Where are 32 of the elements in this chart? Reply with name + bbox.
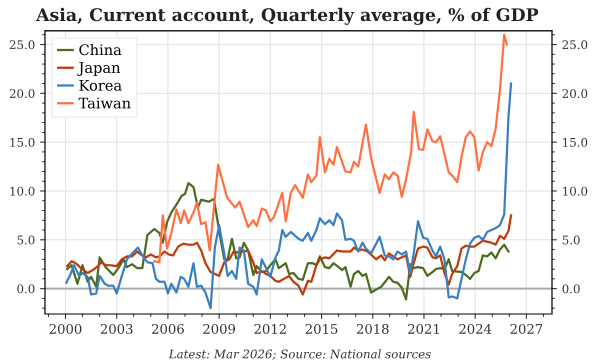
legend-label: China [79,44,122,56]
y2-tick-label: 15.0 [563,138,588,147]
y2-tick-label: 25.0 [562,40,588,50]
x-tick-label: 2009 [203,324,236,334]
y-tick-label: 25.0 [10,40,34,50]
line-series [153,34,508,264]
y2-tick-label: 0.0 [562,284,580,294]
line-series [65,82,512,310]
x-tick-label: 2006 [152,324,184,334]
line-series [66,214,512,296]
legend-label: Korea [79,80,122,91]
y-tick-label: 15.0 [10,138,34,147]
y-tick-label: 10.0 [10,186,34,196]
line-series [66,182,510,300]
x-tick-label: 2000 [50,324,82,334]
x-tick-label: 2012 [254,324,286,334]
legend-label: Taiwan [78,98,131,109]
x-tick-label: 2015 [306,324,338,334]
y-tick-label: 20.0 [10,89,34,98]
x-tick-label: 2018 [356,324,389,334]
chart-title: Asia, Current account, Quarterly average, % of GDP [36,8,538,25]
y-tick-label: 0.0 [17,284,34,294]
x-tick-label: 2021 [408,324,439,334]
text: Latest: Mar 2026; Source: National sources [168,349,431,360]
y2-tick-label: 10.0 [563,186,588,196]
x-tick-label: 2024 [459,324,492,334]
y2-tick-label: 20.0 [562,89,588,98]
y2-tick-label: 5.0 [562,236,580,244]
x-tick-label: 2027 [510,324,542,334]
x-tick-label: 2003 [100,324,133,334]
y-tick-label: 5.0 [18,236,34,244]
legend-label: Japan [77,62,120,76]
